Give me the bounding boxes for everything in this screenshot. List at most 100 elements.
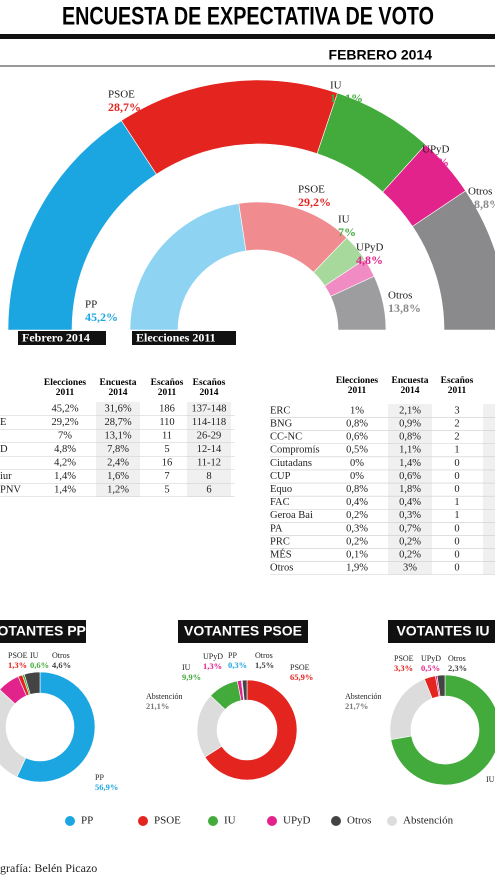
table-cell: BNG: [270, 419, 293, 430]
table-cell: FAC: [270, 497, 290, 508]
table-cell: 7%: [58, 430, 72, 441]
legend-swatch: [387, 816, 397, 826]
table-cell: 5: [164, 444, 169, 455]
segment: [129, 203, 247, 331]
table-cell: 2,1%: [399, 405, 421, 416]
table-cell: 4,8%: [54, 444, 76, 455]
legend-swatch: [65, 816, 75, 826]
table-cell: 0,3%: [346, 523, 368, 534]
table-cell: 0,3%: [399, 510, 421, 521]
column-header: Escaños 2011: [440, 376, 474, 396]
series-tag: [132, 331, 236, 345]
legend-label: Abstención: [403, 815, 454, 827]
table-cell: 1,6%: [107, 471, 129, 482]
value-label: 4,6%: [52, 660, 71, 670]
donut-title-box: [178, 620, 308, 643]
table-cell: 0,9%: [399, 419, 421, 430]
table-cell: 45,2%: [51, 403, 78, 414]
segment-name: IU: [182, 663, 191, 672]
table-cell: 1,4%: [54, 471, 76, 482]
table-cell: Geroa Bai: [270, 510, 313, 521]
table-cell: MÉS: [270, 549, 292, 561]
table-cell: 1,1%: [399, 445, 421, 456]
table-cell: 0,5%: [346, 445, 368, 456]
table-cell: 0,2%: [399, 550, 421, 561]
table-cell: D: [0, 444, 8, 455]
table-cell: 1,8%: [399, 484, 421, 495]
credit: grafía: Belén Picazo: [0, 861, 97, 875]
segment-name: PP: [85, 299, 97, 311]
segment: [436, 674, 446, 697]
table-cell: 16: [162, 457, 173, 468]
segment-name: PP: [95, 773, 104, 782]
value-label: 4,8%: [356, 253, 383, 267]
subtitle: FEBRERO 2014: [329, 47, 433, 63]
segment: [204, 679, 298, 781]
table-cell: 26-29: [197, 430, 222, 441]
segment-name: UPyD: [421, 654, 441, 663]
donut-title-box: [0, 620, 86, 643]
table-cell: 0: [454, 458, 459, 469]
table-cell: 137-148: [192, 403, 227, 414]
segment-name: UPyD: [203, 652, 223, 661]
donut-title: VOTANTES PSOE: [184, 623, 302, 639]
table-cell: Ciutadans: [270, 458, 312, 469]
table-cell: 6: [206, 484, 211, 495]
segment-name: Otros: [52, 651, 70, 660]
table-cell: 0: [454, 563, 459, 574]
legend-label: IU: [224, 815, 236, 827]
table-cell: 114-118: [192, 417, 226, 428]
legend-swatch: [208, 816, 218, 826]
legend-swatch: [267, 816, 277, 826]
title-rule: [0, 34, 495, 39]
value-label: 0,3%: [228, 660, 247, 670]
column-header: Es: [481, 376, 495, 386]
column-header: Elecciones 2011: [43, 378, 87, 398]
table-cell: 11-12: [197, 457, 221, 468]
table-cell: 0%: [350, 458, 364, 469]
value-label: 28,7%: [108, 100, 141, 114]
donut-title: VOTANTES IU: [396, 623, 489, 639]
column-band: [483, 404, 495, 575]
table-cell: 0,8%: [399, 432, 421, 443]
table-cell: PA: [270, 523, 283, 534]
legend-label: Otros: [347, 815, 371, 827]
table-cell: 12-14: [197, 444, 222, 455]
table-cell: 0: [454, 484, 459, 495]
table-cell: 2,4%: [107, 457, 129, 468]
segment: [120, 79, 338, 175]
value-label: 0,5%: [421, 663, 440, 673]
column-header: Escaños 2014: [192, 378, 226, 398]
segment-name: Otros: [448, 654, 466, 663]
table-cell: 0: [454, 523, 459, 534]
table-cell: 0,7%: [399, 523, 421, 534]
segment-name: Abstención: [146, 692, 182, 701]
table-cell: 4,2%: [54, 457, 76, 468]
value-label: 1,3%: [203, 661, 222, 671]
segment-name: PSOE: [108, 89, 135, 101]
segment: [412, 190, 495, 331]
value-label: 45,2%: [85, 310, 118, 324]
table-cell: 0: [454, 471, 459, 482]
table-cell: 0,6%: [346, 432, 368, 443]
legend-label: PP: [81, 815, 93, 827]
legend-label: PSOE: [154, 815, 181, 827]
table-cell: 31,6%: [104, 403, 131, 414]
table-cell: 0%: [350, 471, 364, 482]
series-title: Elecciones 2011: [136, 330, 216, 344]
table-cell: 0,6%: [399, 471, 421, 482]
segment-name: UPyD: [422, 144, 450, 156]
table-cell: 186: [159, 403, 175, 414]
table-cell: 1,4%: [399, 458, 421, 469]
table-cell: 0,8%: [346, 484, 368, 495]
table-cell: Otros: [270, 563, 293, 574]
value-label: 7,8%: [422, 155, 449, 169]
table-cell: 1: [454, 497, 459, 508]
table-cell: 1: [454, 510, 459, 521]
column-header: Escaños 2011: [150, 378, 184, 398]
table-cell: 29,2%: [51, 417, 78, 428]
segment-name: PSOE: [298, 184, 325, 196]
value-label: 1,5%: [255, 660, 274, 670]
table-cell: 2: [454, 419, 459, 430]
